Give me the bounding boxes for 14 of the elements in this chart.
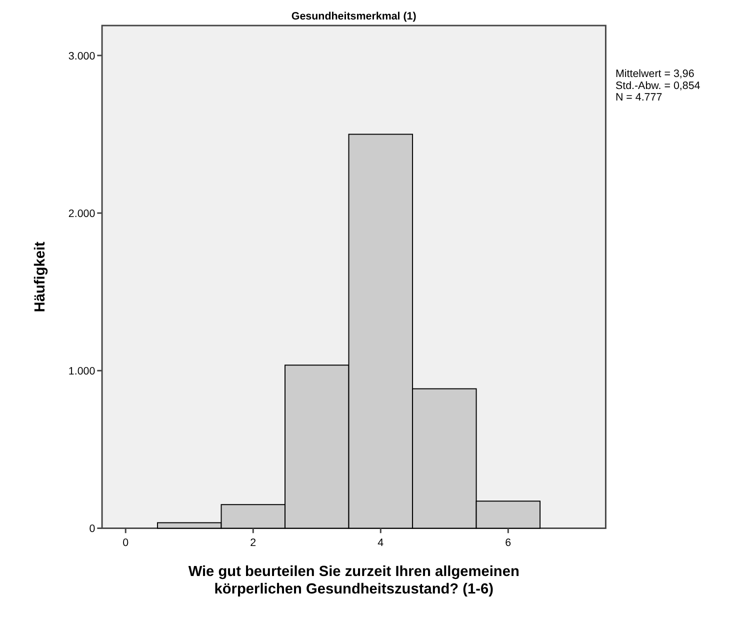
y-tick-label: 2.000 xyxy=(68,208,96,220)
x-tick-label: 2 xyxy=(250,536,256,549)
y-tick-label: 0 xyxy=(89,523,96,536)
chart-title: Gesundheitsmerkmal (1) xyxy=(291,10,417,23)
x-axis-title: Wie gut beurteilen Sie zurzeit Ihren allgemeinen körperlichen Gesundheitszustand? (1-6) xyxy=(188,564,520,598)
y-tick-label: 1.000 xyxy=(68,366,96,378)
x-tick-label: 6 xyxy=(505,536,512,549)
text: N = 4.777 xyxy=(615,92,662,104)
y-tick-label: 3.000 xyxy=(68,50,96,62)
x-tick-label: 0 xyxy=(122,536,129,549)
text: Std.-Abw. = 0,854 xyxy=(615,80,700,92)
y-axis-title: Häufigkeit xyxy=(32,241,49,312)
x-tick-label: 4 xyxy=(378,536,384,549)
text: Mittelwert = 3,96 xyxy=(615,68,694,80)
